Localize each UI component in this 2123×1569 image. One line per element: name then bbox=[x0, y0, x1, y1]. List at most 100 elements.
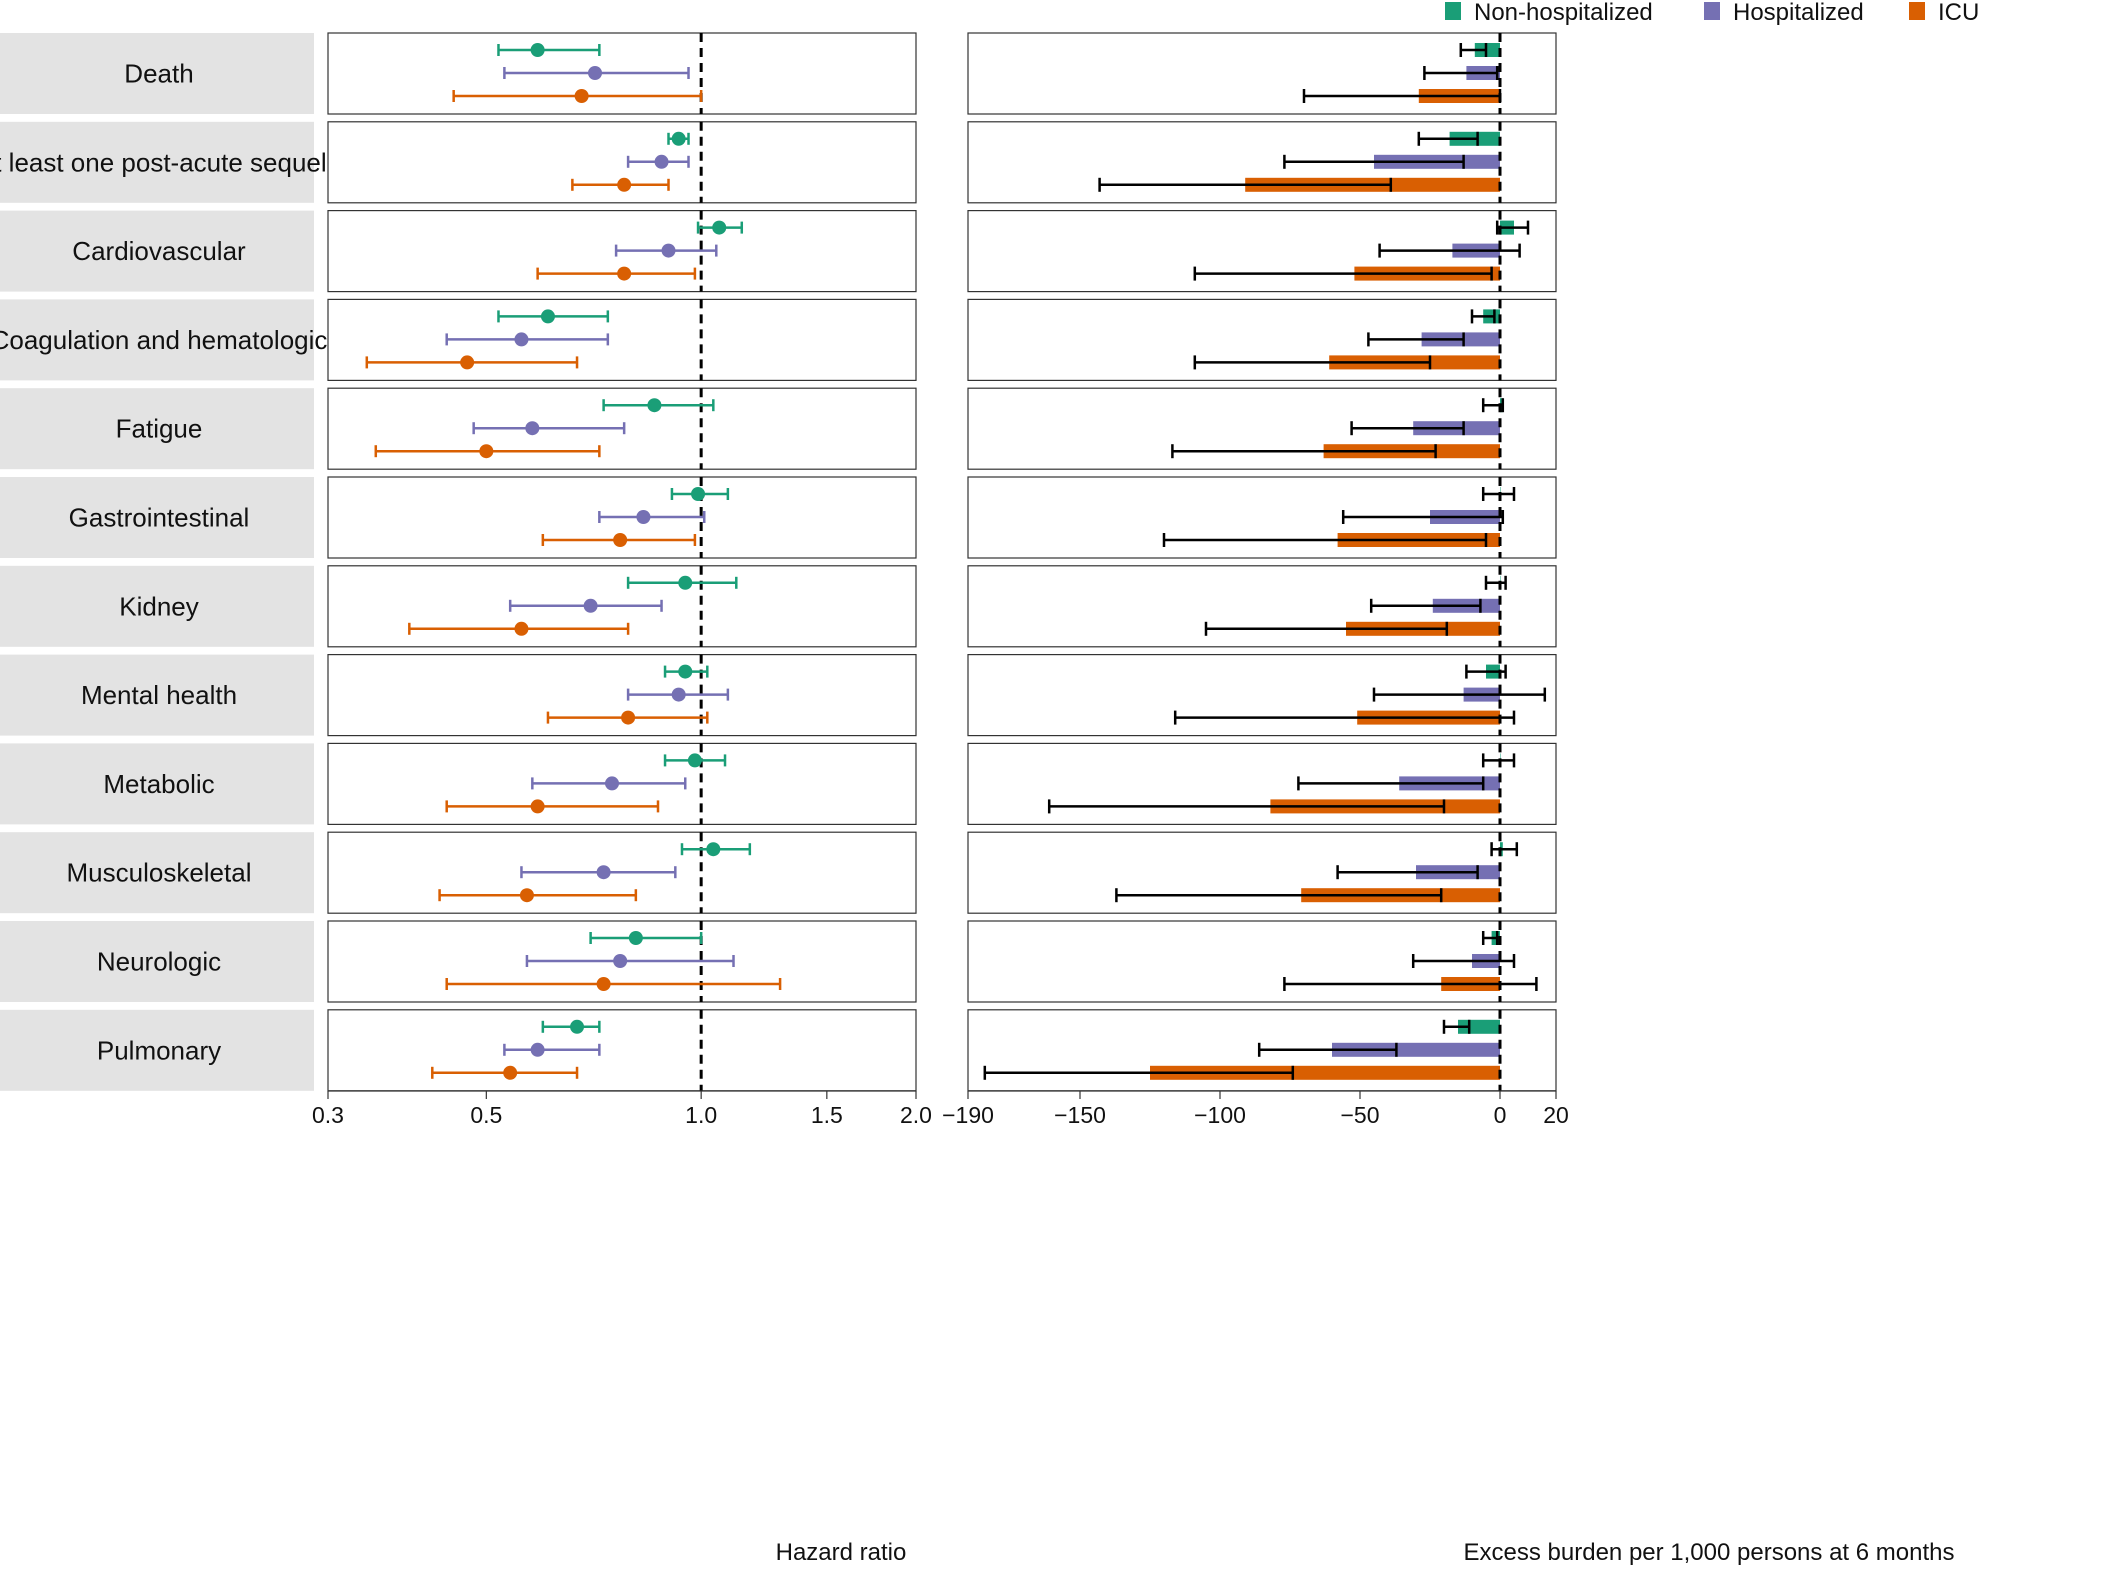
forest-row-death bbox=[327, 32, 917, 115]
point-estimate-icu bbox=[479, 444, 494, 459]
bar-row-gastrointestinal bbox=[967, 476, 1557, 559]
forest-panel-frame bbox=[327, 298, 917, 381]
point-estimate-non-hospitalized bbox=[570, 1019, 585, 1034]
forest-row-pulmonary bbox=[327, 1009, 917, 1092]
bar-row-coagulation-and-hematologic bbox=[967, 298, 1557, 381]
row-label-death: Death bbox=[124, 59, 193, 89]
point-estimate-icu bbox=[617, 266, 632, 281]
forest-panel-frame bbox=[327, 1009, 917, 1092]
bar-row-kidney bbox=[967, 565, 1557, 648]
excess-burden-x-axis: −190 −150 −100 −50 0 20 bbox=[942, 1090, 1569, 1128]
point-estimate-non-hospitalized bbox=[671, 131, 686, 146]
row-label-bg-gastrointestinal bbox=[0, 477, 314, 558]
forest-row-cardiovascular bbox=[327, 210, 917, 293]
bar-row-fatigue bbox=[967, 387, 1557, 470]
row-label-bg-kidney bbox=[0, 565, 314, 647]
point-estimate-icu bbox=[514, 621, 529, 636]
forest-row-fatigue bbox=[327, 387, 917, 470]
point-estimate-non-hospitalized bbox=[678, 664, 693, 679]
point-estimate-hospitalized bbox=[671, 687, 686, 702]
bar-tick-label: 20 bbox=[1543, 1102, 1569, 1128]
bar-non-hospitalized bbox=[1474, 43, 1500, 57]
point-estimate-non-hospitalized bbox=[530, 43, 545, 57]
hazard-ratio-panel bbox=[327, 32, 917, 1092]
forest-row-musculoskeletal bbox=[327, 831, 917, 914]
point-estimate-icu bbox=[621, 710, 636, 725]
hazard-ratio-x-axis: 0.3 0.5 1.0 1.5 2.0 bbox=[312, 1090, 932, 1128]
bar-row-cardiovascular bbox=[967, 210, 1557, 293]
row-label-bg-metabolic bbox=[0, 743, 314, 825]
row-label-bg-coagulation-and-hematologic bbox=[0, 299, 314, 381]
point-estimate-hospitalized bbox=[596, 865, 611, 880]
bar-tick-label: −100 bbox=[1194, 1102, 1246, 1128]
point-estimate-non-hospitalized bbox=[678, 575, 693, 590]
row-label-cardiovascular: Cardiovascular bbox=[72, 236, 246, 266]
row-label-bg-neurologic bbox=[0, 921, 314, 1002]
row-label-bg-fatigue bbox=[0, 388, 314, 470]
bar-tick-label: −150 bbox=[1054, 1102, 1106, 1128]
forest-tick-label: 0.5 bbox=[470, 1102, 502, 1128]
point-estimate-hospitalized bbox=[530, 1042, 545, 1057]
row-label-mental-health: Mental health bbox=[81, 680, 237, 710]
excess-burden-axis-title: Excess burden per 1,000 persons at 6 mon… bbox=[1464, 1539, 1955, 1566]
row-label-fatigue: Fatigue bbox=[116, 414, 203, 444]
legend-swatch-icu bbox=[1909, 2, 1925, 20]
legend-label-non-hospitalized: Non-hospitalized bbox=[1474, 0, 1653, 26]
forest-tick-label: 0.3 bbox=[312, 1102, 344, 1128]
bar-row-metabolic bbox=[967, 742, 1557, 826]
bar-row-mental-health bbox=[967, 653, 1557, 737]
bar-row-death bbox=[967, 32, 1557, 115]
bar-hospitalized bbox=[1332, 1042, 1500, 1057]
point-estimate-non-hospitalized bbox=[540, 309, 555, 324]
point-estimate-hospitalized bbox=[514, 332, 529, 347]
bar-tick-label: −50 bbox=[1340, 1102, 1379, 1128]
point-estimate-icu bbox=[530, 799, 545, 814]
point-estimate-non-hospitalized bbox=[691, 487, 706, 501]
forest-tick-label: 1.0 bbox=[685, 1102, 717, 1128]
point-estimate-icu bbox=[574, 89, 589, 103]
row-label-bg-at-least-one-post-acute-sequela bbox=[0, 121, 314, 203]
forest-row-kidney bbox=[327, 565, 917, 648]
point-estimate-icu bbox=[613, 533, 628, 547]
row-label-bg-musculoskeletal bbox=[0, 832, 314, 914]
legend-label-icu: ICU bbox=[1938, 0, 1979, 26]
forest-row-coagulation-and-hematologic bbox=[327, 298, 917, 381]
point-estimate-hospitalized bbox=[604, 776, 619, 791]
point-estimate-hospitalized bbox=[613, 954, 628, 968]
point-estimate-non-hospitalized bbox=[647, 398, 662, 413]
bar-tick-label: 0 bbox=[1494, 1102, 1507, 1128]
legend-swatch-non-hospitalized bbox=[1445, 2, 1461, 20]
forest-row-gastrointestinal bbox=[327, 476, 917, 559]
forest-tick-label: 1.5 bbox=[811, 1102, 843, 1128]
point-estimate-hospitalized bbox=[636, 510, 651, 524]
row-label-at-least-one-post-acute-sequela: At least one post-acute sequela bbox=[0, 147, 342, 177]
row-label-neurologic: Neurologic bbox=[97, 947, 221, 977]
row-label-coagulation-and-hematologic: Coagulation and hematologic bbox=[0, 325, 327, 355]
row-label-bg-death bbox=[0, 33, 314, 114]
row-label-bg-mental-health bbox=[0, 654, 314, 736]
point-estimate-non-hospitalized bbox=[687, 753, 702, 768]
bar-tick-label: −190 bbox=[942, 1102, 994, 1128]
forest-panel-frame bbox=[327, 742, 917, 826]
legend: Non-hospitalized Hospitalized ICU bbox=[1445, 0, 1979, 26]
row-label-column: Death At least one post-acute sequela Card… bbox=[0, 33, 342, 1091]
forest-row-at-least-one-post-acute-sequela bbox=[327, 121, 917, 204]
forest-tick-label: 2.0 bbox=[900, 1102, 932, 1128]
bar-row-at-least-one-post-acute-sequela bbox=[967, 121, 1557, 204]
row-label-kidney: Kidney bbox=[119, 591, 199, 621]
point-estimate-hospitalized bbox=[583, 598, 598, 613]
point-estimate-non-hospitalized bbox=[712, 220, 727, 235]
point-estimate-icu bbox=[617, 177, 632, 192]
excess-burden-panel bbox=[967, 32, 1557, 1092]
forest-panel-frame bbox=[327, 653, 917, 737]
row-label-bg-pulmonary bbox=[0, 1009, 314, 1091]
row-label-pulmonary: Pulmonary bbox=[97, 1035, 221, 1065]
row-label-gastrointestinal: Gastrointestinal bbox=[69, 503, 250, 533]
row-label-musculoskeletal: Musculoskeletal bbox=[67, 858, 252, 888]
row-label-bg-cardiovascular bbox=[0, 210, 314, 292]
point-estimate-icu bbox=[596, 977, 611, 991]
point-estimate-non-hospitalized bbox=[706, 842, 721, 857]
legend-label-hospitalized: Hospitalized bbox=[1733, 0, 1864, 26]
point-estimate-hospitalized bbox=[654, 154, 669, 169]
